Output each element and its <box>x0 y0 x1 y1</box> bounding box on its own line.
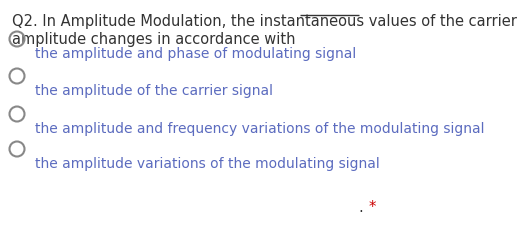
Text: .: . <box>359 199 368 214</box>
Text: *: * <box>368 199 376 214</box>
Text: the amplitude variations of the modulating signal: the amplitude variations of the modulati… <box>35 156 380 170</box>
Text: ________: ________ <box>300 199 359 214</box>
Text: the amplitude and frequency variations of the modulating signal: the amplitude and frequency variations o… <box>35 122 484 135</box>
Text: amplitude changes in accordance with: amplitude changes in accordance with <box>12 32 300 47</box>
Text: the amplitude of the carrier signal: the amplitude of the carrier signal <box>35 84 273 97</box>
Text: Q2. In Amplitude Modulation, the instantaneous values of the carrier: Q2. In Amplitude Modulation, the instant… <box>12 14 517 29</box>
Text: the amplitude and phase of modulating signal: the amplitude and phase of modulating si… <box>35 47 356 61</box>
